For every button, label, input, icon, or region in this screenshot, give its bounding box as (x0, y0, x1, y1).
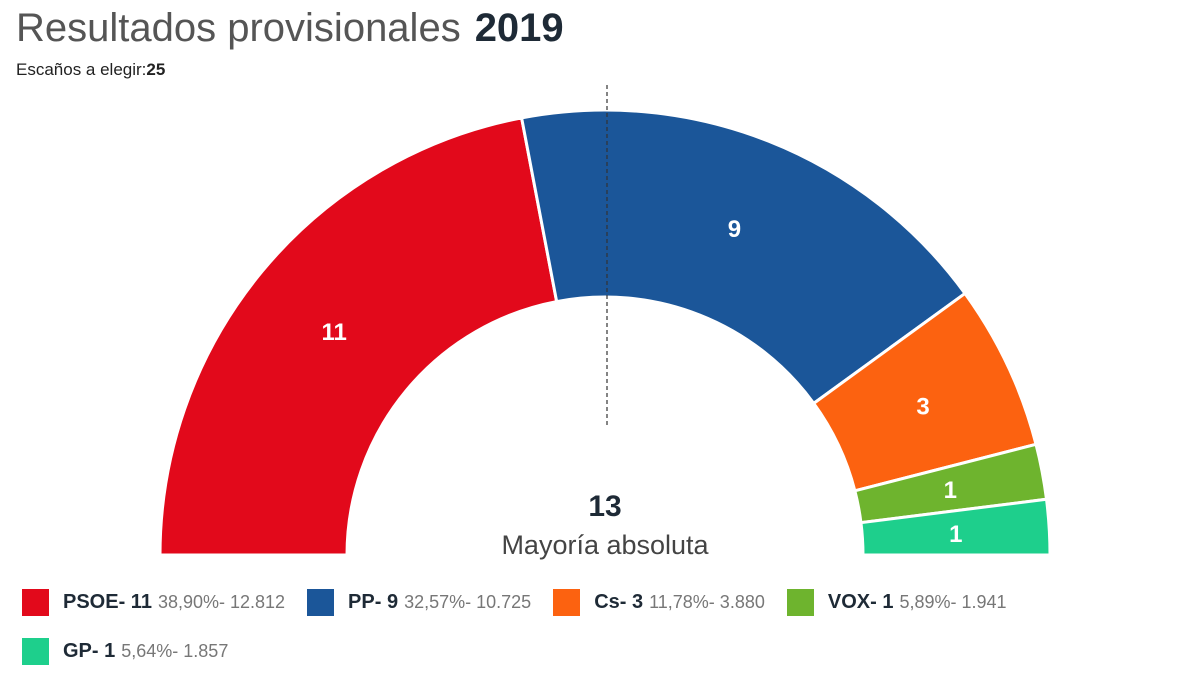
slice-gp[interactable] (859, 497, 1052, 557)
legend-name: PP- 9 (348, 590, 399, 613)
legend-item-psoe[interactable]: PSOE- 11 38,90%- 12.812 (22, 588, 286, 616)
legend-swatch (22, 637, 49, 665)
legend-name: Cs- 3 (594, 590, 644, 613)
slice-psoe[interactable] (158, 116, 559, 557)
slice-label-pp: 9 (728, 216, 741, 243)
legend-stat: 11,78%- 3.880 (649, 591, 765, 612)
legend: PSOE- 11 38,90%- 12.812 PP- 9 32,57%- 10… (22, 585, 1192, 683)
legend-swatch (553, 588, 581, 616)
slice-label-gp: 1 (949, 521, 962, 548)
legend-stat: 38,90%- 12.812 (157, 591, 286, 612)
seats-value: 25 (146, 60, 166, 79)
slice-label-vox: 1 (944, 477, 957, 504)
majority-value: 13 (588, 490, 622, 523)
slice-pp[interactable] (519, 108, 968, 406)
legend-stat: 5,64%- 1.857 (121, 640, 229, 661)
legend-item-cs[interactable]: Cs- 3 11,78%- 3.880 (553, 588, 765, 616)
legend-row: PSOE- 11 38,90%- 12.812 PP- 9 32,57%- 10… (22, 585, 1192, 619)
legend-swatch (786, 588, 814, 616)
legend-row: GP- 1 5,64%- 1.857 (22, 634, 1192, 668)
seats-label: Escaños a elegir: (16, 60, 147, 79)
legend-name: VOX- 1 (827, 590, 894, 613)
legend-item-vox[interactable]: VOX- 1 5,89%- 1.941 (786, 588, 1007, 616)
legend-item-pp[interactable]: PP- 9 32,57%- 10.725 (307, 588, 532, 616)
title-text: Resultados provisionales (16, 6, 461, 50)
legend-item-gp[interactable]: GP- 1 5,64%- 1.857 (22, 637, 229, 665)
chart-title: Resultados provisionales 2019 (16, 6, 564, 51)
legend-swatch (307, 588, 335, 616)
majority-label: Mayoría absoluta (501, 530, 709, 560)
title-year: 2019 (474, 6, 564, 50)
slice-label-cs: 3 (916, 393, 929, 420)
legend-stat: 5,89%- 1.941 (899, 591, 1007, 612)
legend-stat: 32,57%- 10.725 (404, 591, 532, 612)
seats-to-elect: Escaños a elegir:25 (16, 60, 165, 80)
slice-label-psoe: 11 (321, 319, 346, 346)
legend-name: PSOE- 11 (63, 590, 152, 613)
legend-name: GP- 1 (63, 639, 116, 662)
legend-swatch (22, 588, 49, 616)
